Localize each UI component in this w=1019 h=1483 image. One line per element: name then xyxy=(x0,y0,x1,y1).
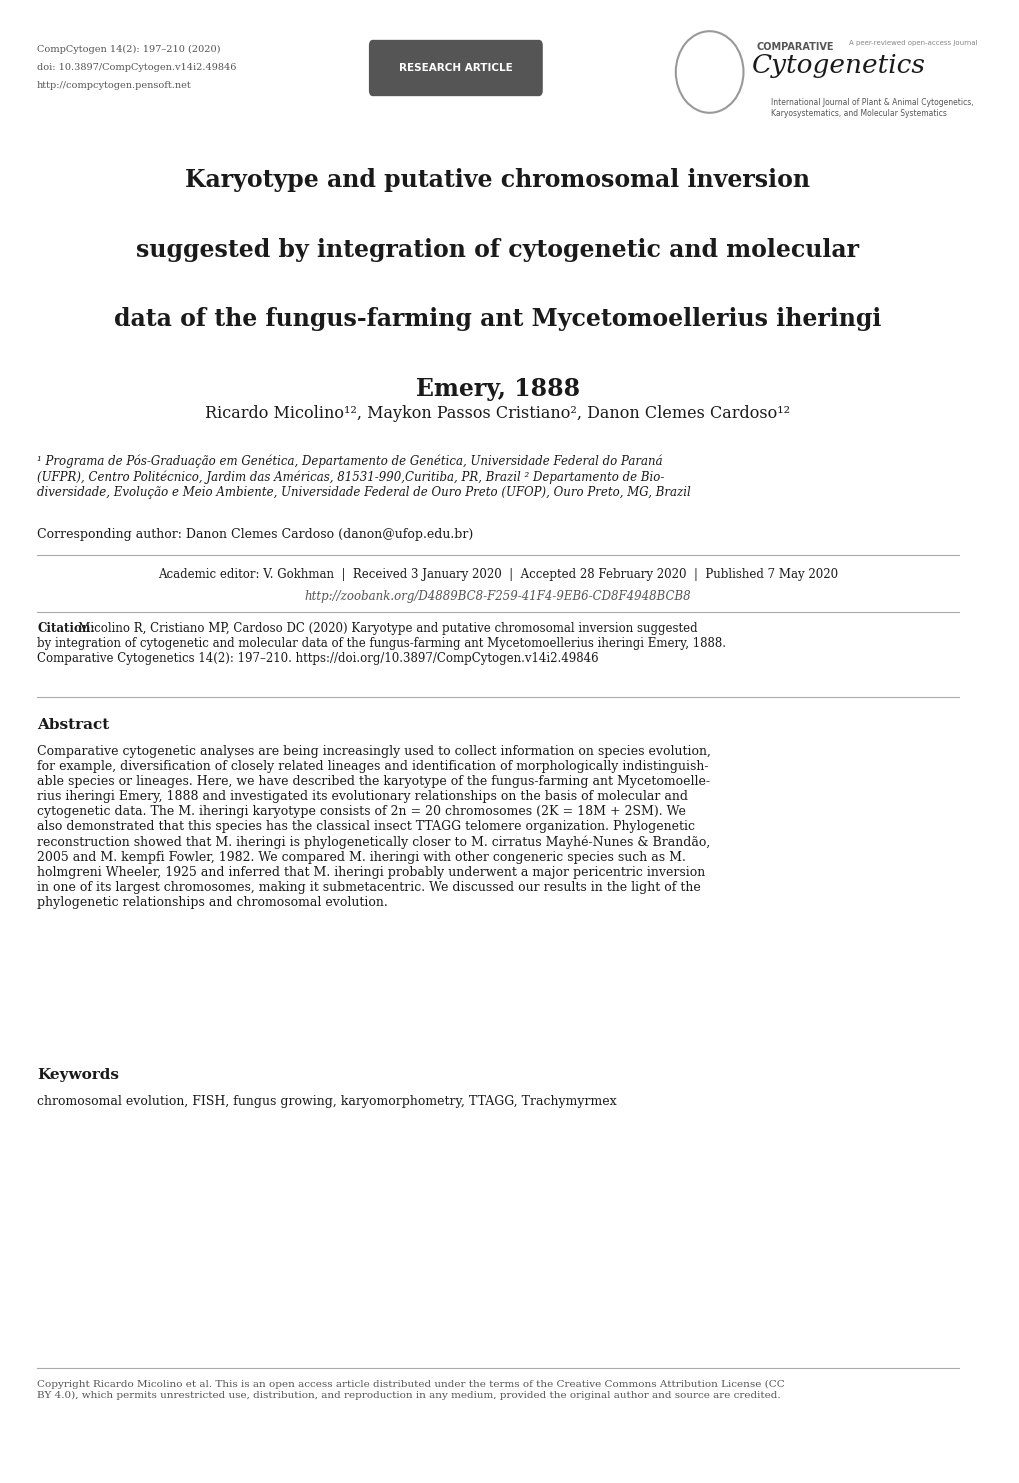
Text: ¹ Programa de Pós-Graduação em Genética, Departamento de Genética, Universidade : ¹ Programa de Pós-Graduação em Genética,… xyxy=(37,455,690,500)
Text: Abstract: Abstract xyxy=(37,718,109,733)
Text: Cytogenetics: Cytogenetics xyxy=(751,53,924,79)
Text: A peer-reviewed open-access journal: A peer-reviewed open-access journal xyxy=(849,40,977,46)
Text: Karyosystematics, and Molecular Systematics: Karyosystematics, and Molecular Systemat… xyxy=(770,108,946,119)
Text: Micolino R, Cristiano MP, Cardoso DC (2020) Karyotype and putative chromosomal i: Micolino R, Cristiano MP, Cardoso DC (20… xyxy=(37,621,726,664)
Text: Keywords: Keywords xyxy=(37,1068,119,1083)
Text: International Journal of Plant & Animal Cytogenetics,: International Journal of Plant & Animal … xyxy=(770,98,973,107)
Text: Ricardo Micolino¹², Maykon Passos Cristiano², Danon Clemes Cardoso¹²: Ricardo Micolino¹², Maykon Passos Cristi… xyxy=(205,405,790,423)
Text: Corresponding author: Danon Clemes Cardoso (danon@ufop.edu.br): Corresponding author: Danon Clemes Cardo… xyxy=(37,528,473,541)
Text: COMPARATIVE: COMPARATIVE xyxy=(756,42,834,52)
Text: chromosomal evolution, FISH, fungus growing, karyomorphometry, TTAGG, Trachymyrm: chromosomal evolution, FISH, fungus grow… xyxy=(37,1094,616,1108)
Text: Copyright Ricardo Micolino et al. This is an open access article distributed und: Copyright Ricardo Micolino et al. This i… xyxy=(37,1381,784,1400)
FancyBboxPatch shape xyxy=(369,40,542,96)
Text: RESEARCH ARTICLE: RESEARCH ARTICLE xyxy=(398,62,513,73)
Text: Karyotype and putative chromosomal inversion: Karyotype and putative chromosomal inver… xyxy=(185,168,809,191)
Text: http://zoobank.org/D4889BC8-F259-41F4-9EB6-CD8F4948BCB8: http://zoobank.org/D4889BC8-F259-41F4-9E… xyxy=(305,590,691,604)
Text: doi: 10.3897/CompCytogen.v14i2.49846: doi: 10.3897/CompCytogen.v14i2.49846 xyxy=(37,62,236,73)
Text: data of the fungus-farming ant Mycetomoellerius iheringi: data of the fungus-farming ant Mycetomoe… xyxy=(114,307,880,331)
Text: CompCytogen 14(2): 197–210 (2020): CompCytogen 14(2): 197–210 (2020) xyxy=(37,44,220,53)
Text: suggested by integration of cytogenetic and molecular: suggested by integration of cytogenetic … xyxy=(137,237,858,261)
Text: Academic editor: V. Gokhman  |  Received 3 January 2020  |  Accepted 28 February: Academic editor: V. Gokhman | Received 3… xyxy=(158,568,837,581)
Text: Citation:: Citation: xyxy=(37,621,95,635)
Text: http://compcytogen.pensoft.net: http://compcytogen.pensoft.net xyxy=(37,82,192,90)
Text: Emery, 1888: Emery, 1888 xyxy=(416,377,580,400)
Text: Comparative cytogenetic analyses are being increasingly used to collect informat: Comparative cytogenetic analyses are bei… xyxy=(37,744,710,909)
